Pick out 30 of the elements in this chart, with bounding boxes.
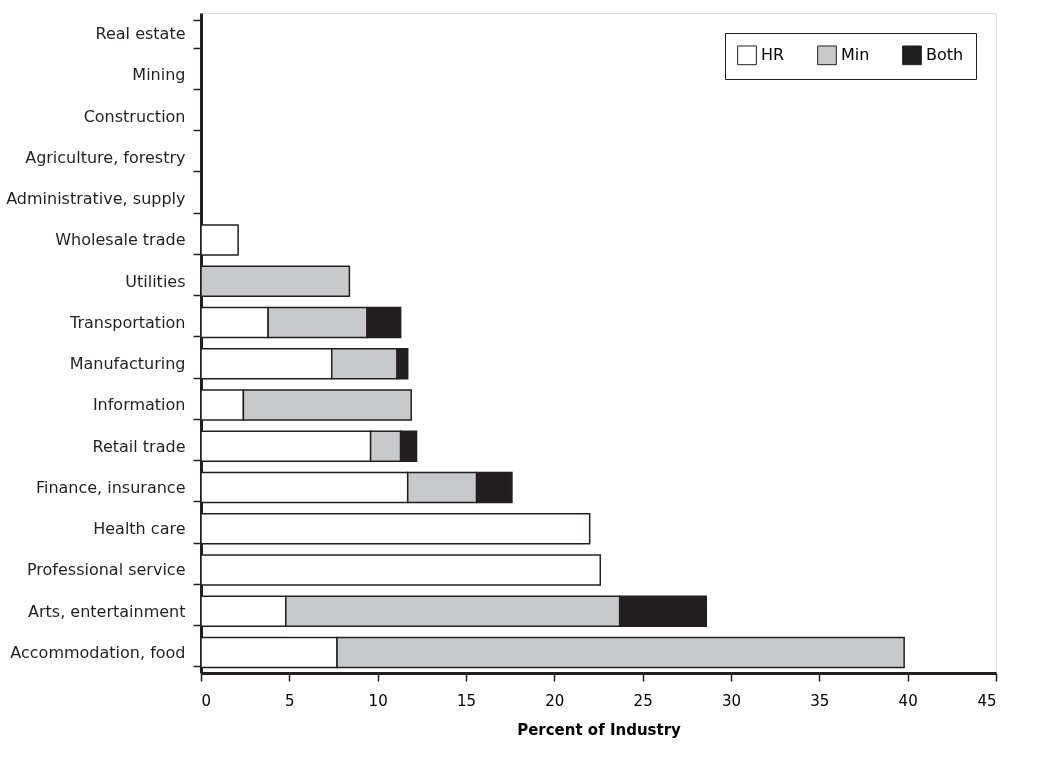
y-tick-label: Transportation [68,312,186,332]
y-tick-label: Health care [93,519,186,539]
y-tick-label: Retail trade [92,436,186,456]
x-tick-label: 35 [810,691,830,710]
legend-label: Min [841,45,870,65]
x-tick-label: 30 [721,691,742,710]
x-tick-label: 15 [456,691,477,710]
x-axis-title: Percent of Industry [517,720,682,739]
y-tick-label: Administrative, supply [6,189,186,209]
y-tick-label: Manufacturing [69,354,186,374]
legend-label: HR [761,45,785,65]
x-tick-label: 10 [368,691,388,710]
legend-label: Both [926,45,964,65]
x-tick-label: 40 [898,691,918,710]
x-tick-label: 20 [545,691,565,710]
y-tick-label: Construction [83,106,186,126]
y-tick-label: Accommodation, food [10,642,186,662]
x-tick-label: 25 [633,691,653,710]
y-tick-label: Utilities [125,271,186,291]
y-tick-label: Arts, entertainment [28,601,186,621]
y-tick-label: Agriculture, forestry [25,147,186,167]
y-tick-label: Mining [132,65,186,85]
x-tick-label: 0 [201,691,212,710]
y-tick-label: Finance, insurance [35,477,186,497]
y-tick-label: Professional service [26,560,186,580]
y-tick-label: Information [92,395,186,415]
x-tick-label: 45 [977,691,997,710]
y-tick-label: Real estate [95,24,186,44]
y-tick-label: Wholesale trade [55,230,186,250]
x-tick-label: 5 [285,691,295,710]
